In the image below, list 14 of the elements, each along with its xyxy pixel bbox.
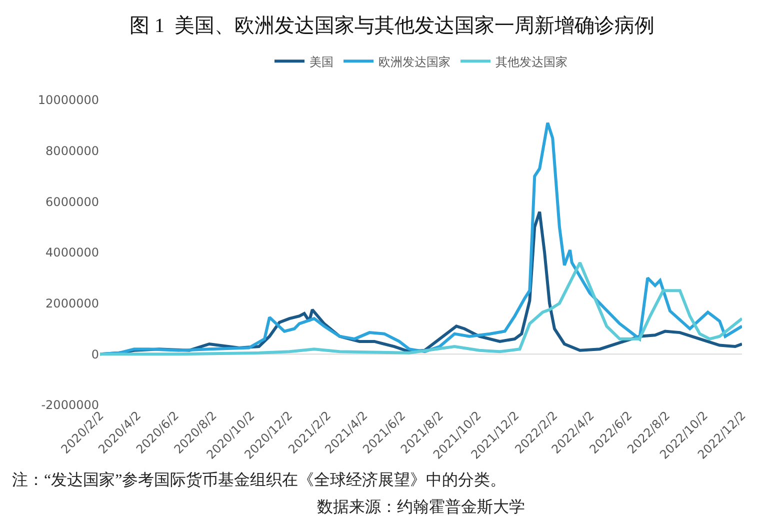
y-tick-label: 10000000	[38, 93, 99, 108]
source-note: 数据来源：约翰霍普金斯大学	[317, 498, 525, 516]
y-tick-label: 4000000	[46, 246, 99, 260]
y-tick-label: 0	[91, 347, 99, 362]
legend-label: 其他发达国家	[496, 54, 568, 69]
chart-title: 图 1 美国、欧洲发达国家与其他发达国家一周新增确诊病例	[130, 14, 654, 38]
line-series	[100, 261, 742, 356]
text: 注：“发达国家”参考国际货币基金组织在《全球经济展望》中的分类。	[12, 471, 506, 489]
y-tick-label: 2000000	[46, 296, 99, 311]
y-tick-label: 8000000	[46, 144, 99, 158]
y-tick-label: 6000000	[46, 194, 99, 209]
legend-label: 欧洲发达国家	[378, 54, 450, 69]
legend-label: 美国	[310, 54, 334, 69]
y-tick-label: -2000000	[41, 398, 99, 412]
